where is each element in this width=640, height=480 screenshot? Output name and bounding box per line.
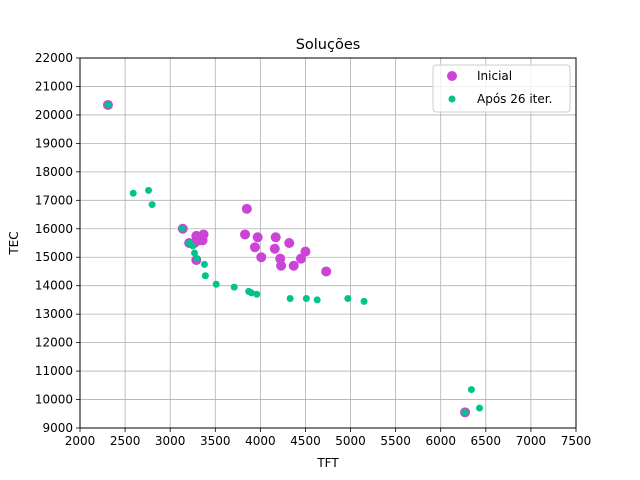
legend: Inicial Após 26 iter. bbox=[432, 64, 571, 113]
point-inicial bbox=[300, 246, 311, 257]
legend-marker-inicial bbox=[447, 71, 457, 81]
x-tick-label: 2000 bbox=[65, 434, 96, 448]
point-inicial bbox=[288, 260, 299, 271]
x-axis-label: TFT bbox=[316, 456, 339, 470]
point-apos bbox=[461, 408, 469, 416]
point-apos bbox=[104, 101, 112, 109]
x-tick-label: 2500 bbox=[110, 434, 141, 448]
y-tick-label: 12000 bbox=[35, 336, 73, 350]
point-inicial bbox=[249, 242, 260, 253]
point-apos bbox=[148, 201, 156, 209]
point-apos bbox=[360, 297, 368, 305]
legend-box bbox=[432, 64, 571, 113]
legend-marker-apos bbox=[448, 95, 456, 103]
y-tick-label: 20000 bbox=[35, 108, 73, 122]
point-apos bbox=[344, 295, 352, 302]
point-apos bbox=[212, 280, 220, 288]
point-apos bbox=[230, 283, 238, 291]
point-inicial bbox=[276, 260, 287, 271]
x-tick-label: 5000 bbox=[335, 434, 366, 448]
chart-title: Soluções bbox=[296, 37, 361, 53]
point-inicial bbox=[284, 238, 295, 248]
point-apos bbox=[302, 295, 310, 302]
x-tick-label: 4000 bbox=[245, 434, 276, 448]
point-apos bbox=[129, 189, 137, 197]
point-apos bbox=[476, 404, 484, 412]
point-apos bbox=[253, 290, 261, 298]
x-tick-label: 7500 bbox=[561, 434, 592, 448]
point-inicial bbox=[256, 252, 267, 263]
point-apos bbox=[200, 260, 208, 268]
x-tick-label: 4500 bbox=[290, 434, 321, 448]
point-inicial bbox=[295, 253, 306, 264]
plot-frame bbox=[79, 57, 577, 429]
y-tick-label: 22000 bbox=[35, 51, 73, 65]
point-inicial bbox=[321, 266, 332, 277]
point-inicial bbox=[252, 232, 263, 243]
y-tick-label: 14000 bbox=[35, 279, 73, 293]
point-apos bbox=[145, 186, 153, 194]
y-axis-label: TEC bbox=[7, 231, 21, 255]
point-apos bbox=[286, 295, 294, 302]
point-apos bbox=[189, 242, 197, 250]
legend-label-apos: Após 26 iter. bbox=[477, 92, 552, 106]
y-tick-label: 16000 bbox=[35, 222, 73, 236]
point-inicial bbox=[240, 229, 251, 240]
y-tick-label: 21000 bbox=[35, 79, 73, 93]
point-apos bbox=[191, 249, 199, 257]
y-tick-label: 18000 bbox=[35, 165, 73, 179]
legend-label-inicial: Inicial bbox=[477, 69, 512, 83]
y-tick-label: 13000 bbox=[35, 307, 73, 321]
y-tick-label: 11000 bbox=[35, 364, 73, 378]
x-tick-label: 6500 bbox=[471, 434, 502, 448]
data-points bbox=[102, 99, 484, 418]
point-apos bbox=[467, 386, 475, 394]
point-apos bbox=[247, 289, 255, 297]
point-apos bbox=[313, 296, 321, 304]
x-tick-label: 5500 bbox=[380, 434, 411, 448]
point-inicial bbox=[269, 243, 280, 254]
y-tick-label: 19000 bbox=[35, 136, 73, 150]
x-tick-label: 3000 bbox=[155, 434, 186, 448]
y-tick-label: 17000 bbox=[35, 193, 73, 207]
axis-ticks: 2000 2500 3000 3500 4000 4500 5000 5500 6000 6500… bbox=[35, 51, 591, 448]
point-inicial bbox=[270, 232, 281, 243]
point-inicial bbox=[198, 229, 209, 240]
y-tick-label: 10000 bbox=[35, 393, 73, 407]
y-tick-label: 9000 bbox=[42, 421, 73, 435]
point-apos bbox=[201, 272, 209, 280]
point-apos bbox=[193, 255, 201, 263]
y-tick-label: 15000 bbox=[35, 250, 73, 264]
x-tick-label: 3500 bbox=[200, 434, 231, 448]
point-apos bbox=[178, 225, 186, 233]
x-tick-label: 6000 bbox=[425, 434, 456, 448]
point-inicial bbox=[241, 203, 252, 214]
x-tick-label: 7000 bbox=[516, 434, 547, 448]
